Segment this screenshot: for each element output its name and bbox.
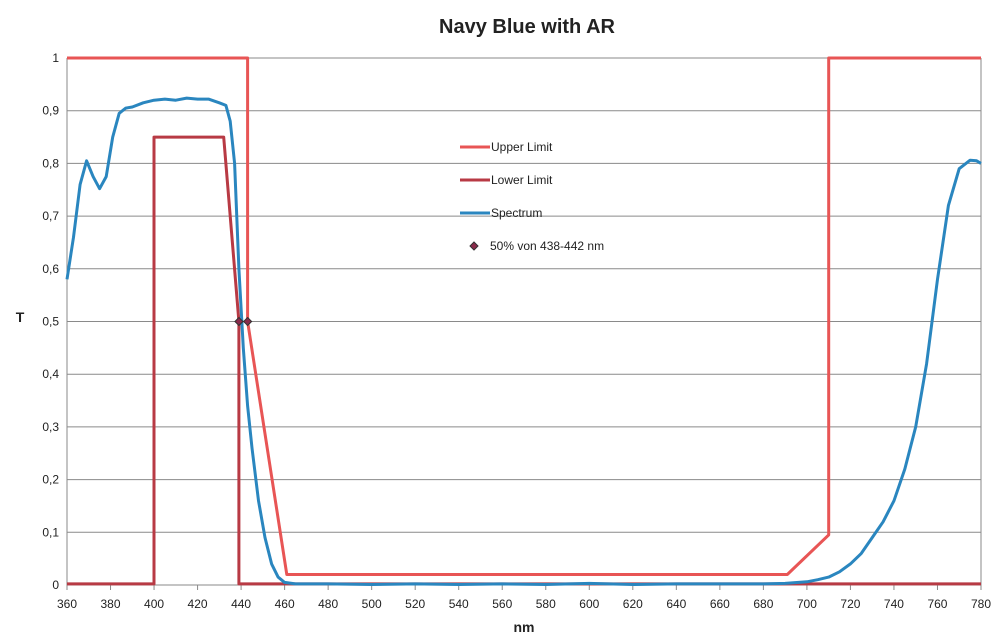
legend: Upper Limit Lower Limit Spectrum 50% von 43… — [460, 140, 604, 253]
legend-label-upper-limit: Upper Limit — [491, 140, 553, 154]
x-tick-label: 780 — [971, 597, 991, 611]
y-tick-label: 0,6 — [42, 262, 59, 276]
x-tick-label: 540 — [449, 597, 469, 611]
x-tick-label: 720 — [840, 597, 860, 611]
x-axis-title: nm — [514, 619, 535, 635]
x-tick-label: 680 — [753, 597, 773, 611]
x-tick-label: 660 — [710, 597, 730, 611]
x-tick-label: 360 — [57, 597, 77, 611]
y-tick-label: 1 — [52, 51, 59, 65]
y-axis-title: T — [16, 309, 25, 325]
legend-swatch-50-von-438-442-nm — [469, 241, 479, 251]
x-tick-label: 640 — [666, 597, 686, 611]
x-tick-label: 760 — [927, 597, 947, 611]
legend-label-lower-limit: Lower Limit — [491, 173, 553, 187]
y-tick-label: 0,4 — [42, 367, 59, 381]
x-tick-label: 700 — [797, 597, 817, 611]
y-tick-label: 0,5 — [42, 315, 59, 329]
x-tick-label: 460 — [275, 597, 295, 611]
marker-50-von-438-442-nm — [242, 316, 253, 327]
chart-title: Navy Blue with AR — [439, 16, 616, 38]
x-tick-label: 600 — [579, 597, 599, 611]
y-tick-label: 0,3 — [42, 420, 59, 434]
x-tick-label: 440 — [231, 597, 251, 611]
marker-50-von-438-442-nm — [234, 316, 244, 327]
x-tick-label: 520 — [405, 597, 425, 611]
x-tick-label: 400 — [144, 597, 164, 611]
x-tick-label: 580 — [536, 597, 556, 611]
legend-label-50-von-438-442-nm: 50% von 438-442 nm — [490, 239, 604, 253]
x-tick-label: 620 — [623, 597, 643, 611]
x-tick-label: 500 — [362, 597, 382, 611]
x-tick-label: 560 — [492, 597, 512, 611]
y-tick-label: 0,2 — [42, 473, 59, 487]
y-tick-label: 0,1 — [42, 525, 59, 539]
x-tick-label: 420 — [188, 597, 208, 611]
y-tick-label: 0,7 — [42, 209, 59, 223]
y-tick-label: 0,8 — [42, 156, 59, 170]
y-tick-label: 0,9 — [42, 104, 59, 118]
series-line-lower-limit — [67, 135, 981, 586]
series-line-upper-limit — [67, 56, 981, 576]
series-layer — [65, 56, 982, 586]
legend-label-spectrum: Spectrum — [491, 206, 542, 220]
x-tick-labels: 360 380 400 420 440 460 480 500 520 540 560 580 600 6… — [57, 597, 991, 611]
x-tick-label: 480 — [318, 597, 338, 611]
y-tick-labels: 0 0,1 0,2 0,3 0,4 0,5 0,6 0,7 0,8 0,9 1 — [42, 51, 59, 592]
x-tick-label: 380 — [101, 597, 121, 611]
x-tick-label: 740 — [884, 597, 904, 611]
series-line-spectrum — [65, 96, 982, 586]
y-tick-label: 0 — [52, 578, 59, 592]
